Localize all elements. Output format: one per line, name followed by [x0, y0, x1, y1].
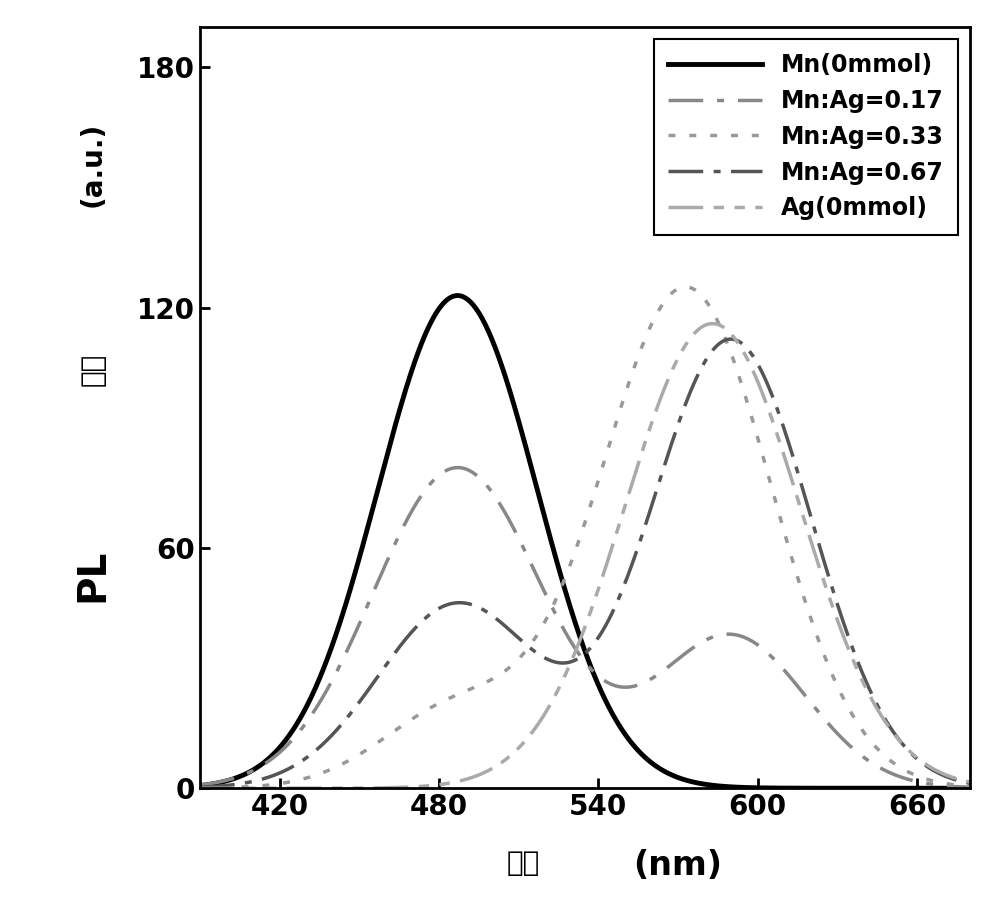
Mn(0mmol) — [194, 780, 206, 791]
Mn(0mmol) — [964, 783, 976, 794]
Mn:Ag=0.17 — [282, 739, 294, 750]
Mn:Ag=0.33 — [964, 781, 976, 792]
Mn:Ag=0.67 — [964, 777, 976, 788]
Mn:Ag=0.67 — [328, 728, 340, 739]
Mn:Ag=0.33 — [328, 763, 340, 774]
Line: Mn:Ag=0.17: Mn:Ag=0.17 — [200, 467, 970, 787]
Text: 强度: 强度 — [78, 353, 106, 386]
Mn:Ag=0.17 — [328, 672, 340, 683]
Text: PL: PL — [73, 548, 111, 602]
Mn:Ag=0.67 — [949, 775, 961, 786]
Ag(0mmol) — [328, 783, 340, 794]
Mn(0mmol) — [452, 290, 464, 301]
Mn(0mmol) — [328, 636, 340, 647]
Mn:Ag=0.67 — [282, 764, 294, 775]
Mn:Ag=0.17 — [964, 782, 976, 793]
Mn:Ag=0.33 — [523, 641, 535, 652]
Mn:Ag=0.67 — [489, 612, 501, 623]
Text: 波长: 波长 — [507, 849, 540, 877]
Mn:Ag=0.33 — [489, 672, 501, 683]
Mn:Ag=0.17 — [866, 757, 878, 768]
Mn:Ag=0.33 — [949, 779, 961, 790]
Mn:Ag=0.17 — [452, 462, 464, 473]
Mn:Ag=0.67 — [866, 689, 878, 700]
Ag(0mmol) — [194, 783, 206, 794]
Mn:Ag=0.33 — [282, 776, 294, 787]
Mn:Ag=0.17 — [523, 554, 535, 564]
Line: Ag(0mmol): Ag(0mmol) — [200, 323, 970, 788]
Ag(0mmol) — [949, 773, 961, 784]
Line: Mn(0mmol): Mn(0mmol) — [200, 295, 970, 788]
Mn(0mmol) — [866, 783, 878, 794]
Ag(0mmol) — [523, 731, 535, 742]
Mn:Ag=0.17 — [490, 492, 502, 503]
Ag(0mmol) — [706, 318, 718, 329]
Mn:Ag=0.33 — [194, 783, 206, 794]
Ag(0mmol) — [866, 695, 878, 706]
Mn:Ag=0.17 — [949, 781, 961, 792]
Ag(0mmol) — [964, 776, 976, 787]
Line: Mn:Ag=0.67: Mn:Ag=0.67 — [200, 339, 970, 787]
Text: (a.u.): (a.u.) — [78, 121, 106, 207]
Mn(0mmol) — [949, 783, 961, 794]
Mn:Ag=0.67 — [523, 641, 535, 652]
Mn(0mmol) — [523, 453, 535, 464]
Ag(0mmol) — [489, 761, 501, 772]
Mn:Ag=0.33 — [866, 737, 878, 748]
Mn(0mmol) — [490, 343, 502, 354]
Ag(0mmol) — [282, 783, 294, 794]
Mn:Ag=0.67 — [725, 333, 737, 344]
Legend: Mn(0mmol), Mn:Ag=0.17, Mn:Ag=0.33, Mn:Ag=0.67, Ag(0mmol): Mn(0mmol), Mn:Ag=0.17, Mn:Ag=0.33, Mn:Ag… — [654, 39, 958, 235]
Mn:Ag=0.33 — [680, 282, 692, 293]
Text: (nm): (nm) — [633, 849, 722, 882]
Mn:Ag=0.17 — [194, 779, 206, 790]
Mn(0mmol) — [282, 732, 294, 743]
Mn:Ag=0.67 — [194, 782, 206, 793]
Line: Mn:Ag=0.33: Mn:Ag=0.33 — [200, 287, 970, 788]
